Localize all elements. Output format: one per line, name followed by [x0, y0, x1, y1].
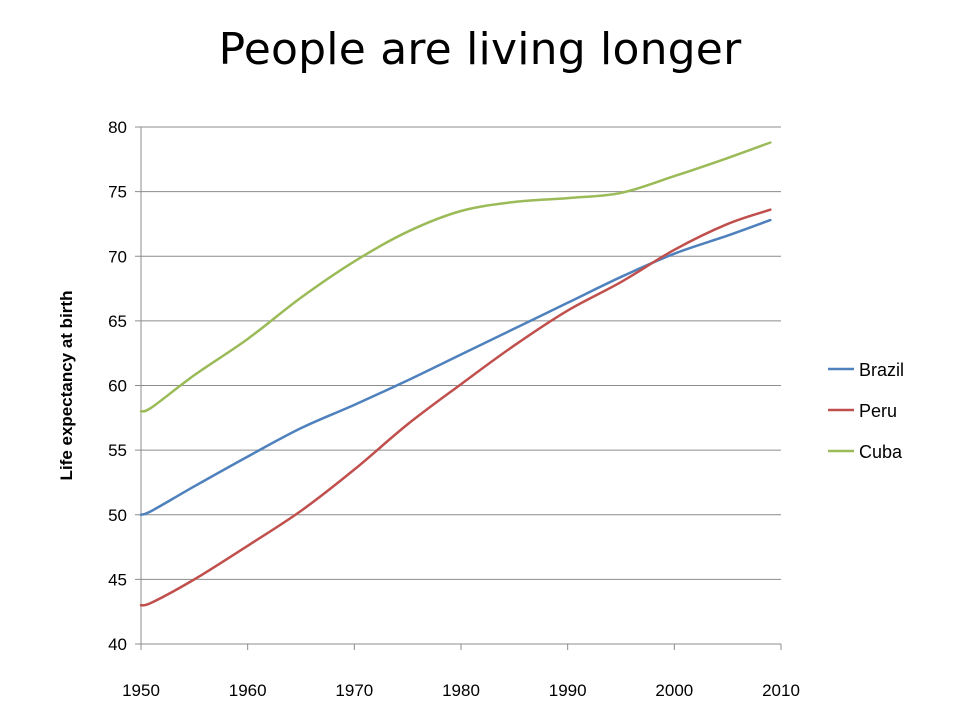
- y-tick-label: 40: [108, 635, 127, 654]
- series-line-peru: [139, 208, 772, 607]
- gridlines: [141, 126, 781, 580]
- slide-title: People are living longer: [218, 24, 742, 75]
- x-tick-label: 2010: [762, 681, 800, 700]
- legend-label-brazil: Brazil: [859, 360, 904, 380]
- x-tick-label: 1960: [229, 681, 267, 700]
- y-tick-label: 75: [108, 183, 127, 202]
- x-tick-label: 1990: [549, 681, 587, 700]
- x-tick-label: 1950: [122, 681, 160, 700]
- x-tick-labels: 1950 1960 1970 1980 1990 2000 2010: [122, 681, 800, 700]
- y-tick-label: 45: [108, 570, 127, 589]
- y-tick-label: 65: [108, 312, 127, 331]
- x-tick-label: 2000: [655, 681, 693, 700]
- x-tick-label: 1980: [442, 681, 480, 700]
- y-axis-title: Life expectancy at birth: [57, 291, 76, 481]
- y-tick-label: 70: [108, 247, 127, 266]
- y-tick-label: 50: [108, 506, 127, 525]
- series-lines: [139, 141, 772, 607]
- legend: Brazil Peru Cuba: [828, 360, 904, 462]
- axes: [135, 126, 782, 650]
- y-tick-labels: 40 45 50 55 60 65 70 75 80: [108, 118, 127, 654]
- series-line-cuba: [139, 141, 772, 413]
- y-tick-label: 55: [108, 441, 127, 460]
- y-tick-label: 80: [108, 118, 127, 137]
- legend-label-cuba: Cuba: [859, 442, 903, 462]
- series-line-brazil: [139, 218, 772, 516]
- y-tick-label: 60: [108, 377, 127, 396]
- legend-label-peru: Peru: [859, 401, 897, 421]
- x-tick-label: 1970: [335, 681, 373, 700]
